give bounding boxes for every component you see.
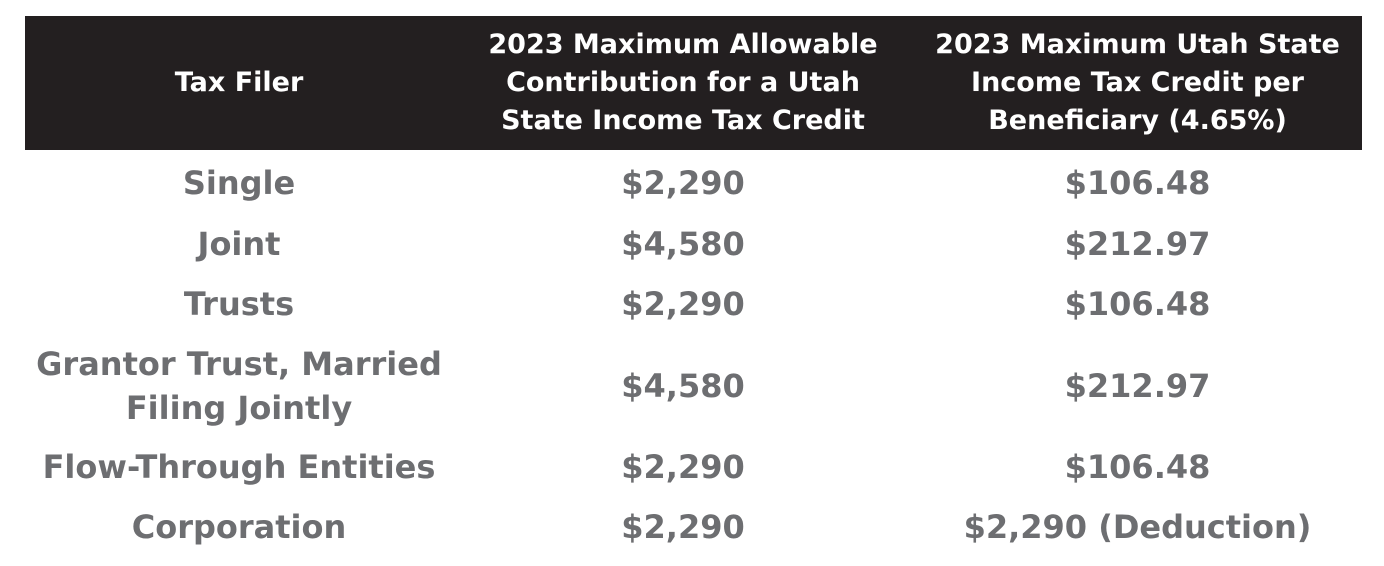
row-contribution: $2,290: [621, 508, 745, 546]
row-credit: $106.48: [1064, 164, 1211, 202]
row-credit: $106.48: [1064, 448, 1211, 486]
row-credit: $2,290 (Deduction): [963, 508, 1312, 546]
row-credit: $212.97: [1064, 225, 1211, 263]
table-row: Corporation $2,290 $2,290 (Deduction): [25, 496, 1362, 558]
table-row: Single $2,290 $106.48: [25, 152, 1362, 214]
row-contribution: $4,580: [621, 367, 745, 405]
row-filer: Single: [182, 164, 296, 202]
row-credit: $106.48: [1064, 285, 1211, 323]
table-row: Trusts $2,290 $106.48: [25, 274, 1362, 334]
row-filer: Grantor Trust, Married Filing Jointly: [36, 345, 442, 427]
header-tax-filer: Tax Filer: [174, 67, 304, 98]
row-contribution: $2,290: [621, 164, 745, 202]
row-contribution: $4,580: [621, 225, 745, 263]
row-credit: $212.97: [1064, 367, 1211, 405]
tax-credit-table: Tax Filer 2023 Maximum Allowable Contrib…: [25, 16, 1362, 558]
table-row: Flow-Through Entities $2,290 $106.48: [25, 438, 1362, 496]
table-body: Single $2,290 $106.48 Joint $4,580 $212.…: [25, 152, 1362, 558]
row-filer: Trusts: [183, 285, 295, 323]
row-contribution: $2,290: [621, 448, 745, 486]
header-max-credit: 2023 Maximum Utah State Income Tax Credi…: [935, 29, 1340, 136]
table-row: Grantor Trust, Married Filing Jointly $4…: [25, 334, 1362, 438]
row-filer: Joint: [197, 225, 281, 263]
row-filer: Corporation: [131, 508, 347, 546]
row-contribution: $2,290: [621, 285, 745, 323]
row-filer: Flow-Through Entities: [42, 448, 436, 486]
table-row: Joint $4,580 $212.97: [25, 214, 1362, 274]
table-header: Tax Filer 2023 Maximum Allowable Contrib…: [25, 16, 1362, 150]
header-max-contribution: 2023 Maximum Allowable Contribution for …: [488, 29, 878, 136]
